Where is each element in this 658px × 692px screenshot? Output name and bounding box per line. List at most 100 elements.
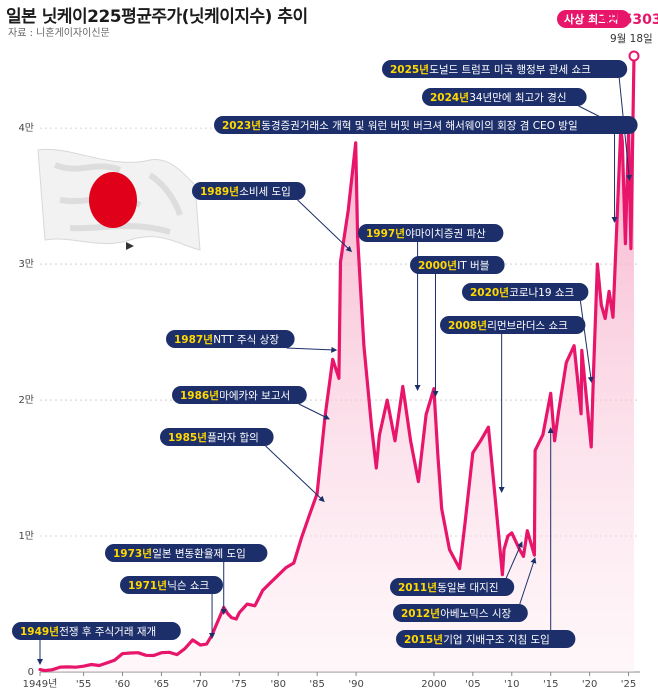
annotation-2011: 2011년 동일본 대지진 [390,541,523,596]
y-axis: 0 1만 2만 3만 4만 [18,122,34,678]
annotation-pill [410,256,505,274]
annotation-pill [192,182,306,200]
annotation-text: 야마이치증권 파산 [405,227,486,240]
annotation-pill [440,316,586,334]
annotation-year: 2025년 [390,63,429,76]
annotation-text: 도널드 트럼프 미국 행정부 관세 쇼크 [429,63,591,76]
y-tick-label: 0 [28,667,34,678]
annotation-year: 1997년 [366,227,405,240]
annotation-text: 마에카와 보고서 [219,390,290,402]
annotation-arrow [519,557,537,605]
x-tick-label: '20 [582,679,597,690]
annotation-1973: 1973년 일본 변동환율제 도입 [105,544,268,615]
series-area [40,56,634,672]
annotation-pill [393,604,528,622]
annotation-year: 1971년 [128,579,167,592]
annotation-text: NTT 주식 상장 [213,334,279,346]
annotation-text: 전쟁 후 주식거래 재개 [59,626,156,638]
annotation-year: 1985년 [168,431,207,444]
x-tick-label: '90 [348,679,363,690]
annotation-text: 기업 지배구조 지침 도입 [443,633,550,646]
x-tick-label: '65 [154,679,169,690]
record-label: 사상 최고치 [564,12,618,26]
annotation-1997: 1997년 야마이치증권 파산 [358,224,504,391]
y-tick-label: 3만 [18,258,34,270]
annotation-year: 1973년 [113,547,152,560]
record-value: 4만5303 [600,12,658,28]
annotation-2023: 2023년 동경증권거래소 개혁 및 워런 버핏 버크셔 해서웨이의 회장 겸 C… [214,116,638,223]
annotation-text: 닉슨 쇼크 [167,580,209,592]
annotation-arrow [265,445,325,503]
x-tick-label: '85 [309,679,324,690]
annotation-arrow [579,300,594,383]
y-tick-label: 1만 [18,530,34,542]
record-date: 9월 18일 [610,32,653,45]
annotation-2024: 2024년 34년만에 최고가 경신 [422,88,626,130]
annotation-text: 코로나19 쇼크 [509,287,574,299]
annotation-year: 1989년 [200,185,239,198]
annotation-pill [166,330,295,348]
x-tick-label: '75 [232,679,247,690]
annotation-pill [396,630,576,648]
x-tick-label: '55 [76,679,91,690]
record-pill [557,10,631,28]
annotation-pill [422,88,587,106]
y-tick-label: 2만 [18,394,34,406]
x-tick-label: 1949년 [23,678,58,690]
series-line [38,54,636,673]
annotation-year: 2011년 [398,581,437,594]
annotation-pill [105,544,268,562]
annotation-year: 1987년 [174,333,213,346]
annotation-text: 리먼브라더스 쇼크 [487,320,568,332]
annotation-year: 2024년 [430,91,469,104]
annotation-pill [172,386,307,404]
annotation-arrow [578,105,626,130]
x-tick-label: '60 [115,679,130,690]
annotation-1971: 1971년 닉슨 쇼크 [120,576,223,639]
annotation-2020: 2020년 코로나19 쇼크 [462,283,594,383]
annotation-year: 2012년 [401,607,440,620]
annotation-arrow [297,199,353,253]
x-tick-label: '05 [465,679,480,690]
record-point [628,50,640,62]
annotation-text: 소비세 도입 [239,185,291,198]
annotation-pill [382,60,628,78]
annotation-text: 플라자 합의 [207,432,259,444]
annotation-2012: 2012년 아베노믹스 시장 [393,557,537,622]
annotation-pill [462,283,589,301]
annotation-year: 1986년 [180,389,219,402]
annotation-pill [12,622,181,640]
x-tick-label: '70 [193,679,208,690]
annotation-year: 2008년 [448,319,487,332]
annotation-arrow [618,77,633,181]
x-tick-label: '10 [504,679,519,690]
annotation-2025: 2025년 도널드 트럼프 미국 행정부 관세 쇼크 [382,60,633,181]
annotation-text: 34년만에 최고가 경신 [469,91,566,104]
annotation-text: 동일본 대지진 [437,581,498,594]
annotation-1985: 1985년 플라자 합의 [160,428,325,503]
annotation-pill [390,578,515,596]
annotation-year: 2020년 [470,286,509,299]
x-tick-label: '15 [543,679,558,690]
annotation-pill [160,428,274,446]
annotation-year: 2000년 [418,259,457,272]
annotation-text: 일본 변동환율제 도입 [152,547,246,560]
chart-source: 자료 : 니혼게이자이신문 [8,28,110,39]
annotation-text: IT 버블 [457,260,490,272]
annotation-arrow [286,346,338,353]
annotation-1986: 1986년 마에카와 보고서 [172,386,330,420]
y-tick-label: 4만 [18,122,34,134]
x-tick-label: '80 [270,679,285,690]
annotation-pill [214,116,638,134]
annotation-arrow [505,541,523,579]
annotation-year: 2015년 [404,633,443,646]
annotation-year: 2023년 [222,119,261,132]
annotation-year: 1949년 [20,625,59,638]
annotation-1949: 1949년 전쟁 후 주식거래 재개 [12,622,181,665]
annotation-text: 아베노믹스 시장 [440,608,511,620]
annotation-1987: 1987년 NTT 주식 상장 [166,330,338,353]
japan-flag-icon [37,148,201,251]
